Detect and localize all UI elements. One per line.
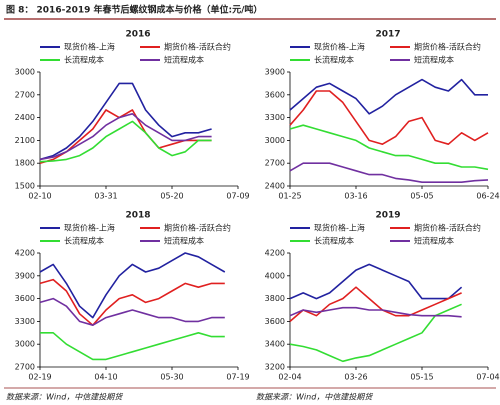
x-tick-label: 06-24 (476, 192, 499, 201)
legend-label: 期货价格-活跃合约 (164, 42, 231, 52)
legend-label: 期货价格-活跃合约 (414, 42, 481, 52)
y-tick-label: 2700 (15, 363, 35, 372)
y-tick-label: 3300 (15, 317, 35, 326)
legend-label: 长流程成本 (314, 236, 354, 246)
series-line (289, 162, 489, 183)
series-line (289, 78, 488, 115)
x-tick-label: 04-10 (94, 373, 117, 382)
legend-label: 长流程成本 (64, 236, 104, 246)
y-tick-label: 4200 (265, 249, 285, 258)
series-line (289, 306, 462, 318)
legend-label: 短流程成本 (414, 55, 454, 65)
chart-title: 2017 (375, 30, 400, 40)
x-tick-label: 05-30 (160, 373, 183, 382)
chart-title: 2016 (125, 30, 150, 40)
x-tick-label: 03-26 (344, 373, 367, 382)
x-tick-label: 01-25 (278, 192, 301, 201)
series-line (289, 286, 462, 323)
chart-title: 2019 (375, 211, 400, 221)
series-line (289, 303, 462, 363)
chart-title: 2018 (125, 211, 150, 221)
series-line (39, 82, 212, 161)
y-tick-label: 3000 (15, 340, 35, 349)
figure-title: 图 8： 2016-2019 年春节后螺纹钢成本与价格（单位:元/吨） (6, 4, 262, 16)
legend-label: 短流程成本 (414, 236, 454, 246)
x-tick-label: 05-15 (410, 373, 433, 382)
series-line (39, 113, 212, 161)
y-tick-label: 1800 (15, 159, 35, 168)
x-tick-label: 02-10 (28, 192, 51, 201)
series-line (39, 278, 225, 326)
legend-label: 长流程成本 (314, 55, 354, 65)
legend-label: 期货价格-活跃合约 (414, 223, 481, 233)
series-line (39, 297, 225, 326)
legend-label: 现货价格-上海 (314, 42, 365, 52)
legend-label: 短流程成本 (164, 236, 204, 246)
y-tick-label: 2700 (15, 90, 35, 99)
legend-label: 现货价格-上海 (64, 223, 115, 233)
x-tick-label: 02-19 (28, 373, 51, 382)
legend-label: 长流程成本 (64, 55, 104, 65)
y-tick-label: 3600 (265, 90, 285, 99)
y-tick-label: 2400 (265, 182, 285, 191)
y-tick-label: 3600 (15, 294, 35, 303)
x-tick-label: 07-09 (226, 192, 249, 201)
x-tick-label: 07-19 (226, 373, 249, 382)
legend-label: 期货价格-活跃合约 (164, 223, 231, 233)
source-note: 数据来源：Wind，中信建投期货 (6, 393, 123, 402)
y-tick-label: 3200 (265, 363, 285, 372)
x-tick-label: 03-31 (94, 192, 117, 201)
y-tick-label: 3900 (15, 271, 35, 280)
series-line (39, 120, 212, 163)
y-tick-label: 4000 (265, 271, 285, 280)
y-tick-label: 3000 (15, 68, 35, 77)
legend-label: 现货价格-上海 (314, 223, 365, 233)
series-line (289, 90, 489, 145)
x-tick-label: 03-16 (344, 192, 367, 201)
y-tick-label: 2100 (15, 136, 35, 145)
x-tick-label: 02-04 (278, 373, 301, 382)
y-tick-label: 3600 (265, 317, 285, 326)
y-tick-label: 2400 (15, 113, 35, 122)
series-line (289, 263, 463, 300)
y-tick-label: 3400 (265, 340, 285, 349)
legend-label: 短流程成本 (164, 55, 204, 65)
y-tick-label: 1500 (15, 182, 35, 191)
y-tick-label: 3900 (265, 68, 285, 77)
series-line (39, 109, 212, 164)
y-tick-label: 3300 (265, 113, 285, 122)
y-tick-label: 3000 (265, 136, 285, 145)
y-tick-label: 3800 (265, 294, 285, 303)
source-note: 数据来源：Wind，中信建投期货 (256, 393, 373, 402)
y-tick-label: 4200 (15, 249, 35, 258)
y-tick-label: 2700 (265, 159, 285, 168)
series-line (40, 332, 225, 361)
series-line (289, 124, 489, 171)
x-tick-label: 05-05 (410, 192, 433, 201)
x-tick-label: 07-04 (476, 373, 499, 382)
series-line (39, 252, 226, 319)
x-tick-label: 05-20 (160, 192, 183, 201)
legend-label: 现货价格-上海 (64, 42, 115, 52)
